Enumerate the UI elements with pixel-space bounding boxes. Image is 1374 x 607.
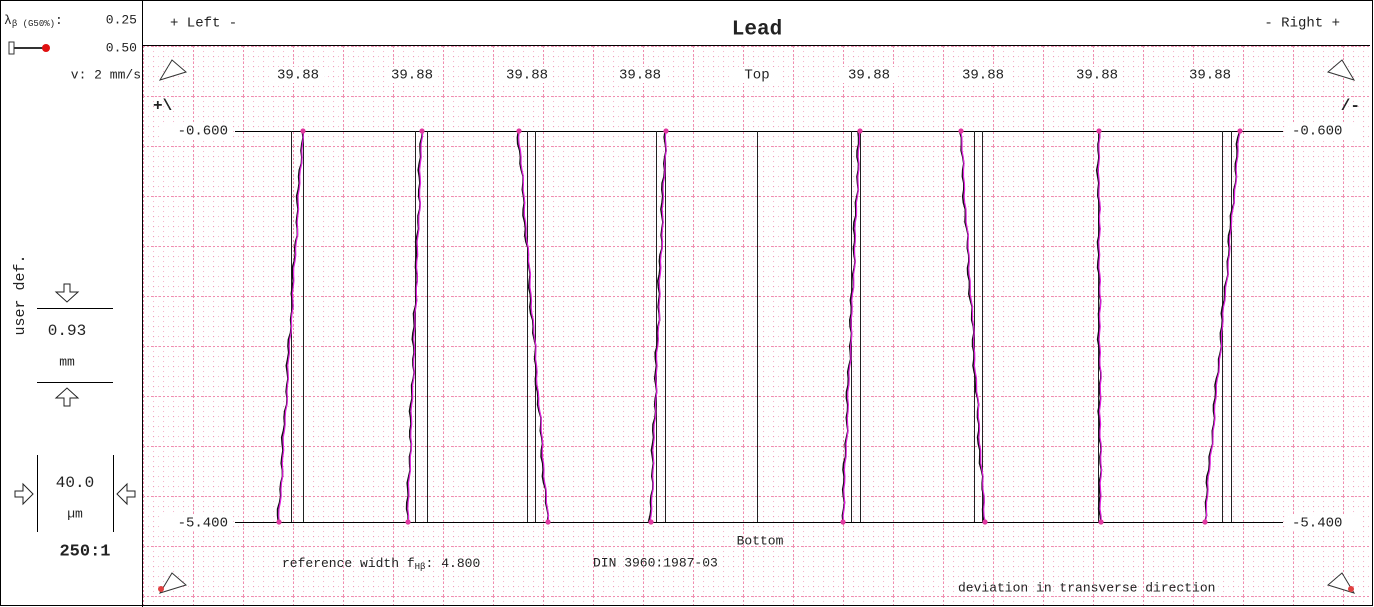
- trace-nominal: [407, 130, 424, 522]
- end-dot: [648, 519, 654, 525]
- label-bg: [1288, 514, 1360, 530]
- column-label: 39.88: [277, 68, 319, 84]
- vertical-label: user def.: [12, 254, 29, 335]
- reference-width: reference width fHβ: 4.800: [282, 556, 480, 572]
- label-bg: [731, 67, 783, 83]
- corner-icons: [158, 59, 1356, 594]
- label-bg: [1184, 67, 1236, 83]
- trace-nominal: [842, 130, 861, 523]
- scale: 250:1: [59, 542, 110, 561]
- end-dot: [516, 128, 522, 134]
- traces: [276, 128, 1243, 525]
- column-label: 39.88: [619, 68, 661, 84]
- end-dot: [545, 519, 551, 525]
- speed: v: 2 mm/s: [71, 67, 141, 82]
- grid-major: [143, 46, 1370, 605]
- end-dot: [1098, 519, 1104, 525]
- label-bg: [1288, 123, 1360, 139]
- top-value-right: -0.600: [1292, 124, 1342, 140]
- length-value: 0.93: [48, 322, 86, 340]
- end-dot: [419, 128, 425, 134]
- column-label: 39.88: [962, 68, 1004, 84]
- filter-suffix: :: [55, 13, 63, 28]
- bottom-value-left: -5.400: [178, 516, 228, 532]
- top-value-left: -0.600: [178, 124, 228, 140]
- end-dot: [1237, 128, 1243, 134]
- end-dot: [276, 519, 282, 525]
- end-dot: [1202, 519, 1208, 525]
- end-dot: [405, 519, 411, 525]
- arrow-down: [54, 283, 80, 303]
- left-sign: +\: [153, 97, 172, 115]
- note: deviation in transverse direction: [958, 580, 1215, 595]
- trace-nominal: [518, 130, 550, 523]
- length-unit: mm: [59, 354, 75, 369]
- bottom-value-right: -5.400: [1292, 516, 1342, 532]
- label-bg: [160, 123, 232, 139]
- trace-nominal: [960, 130, 986, 523]
- standard: DIN 3960:1987-03: [593, 555, 718, 570]
- trace-nominal: [649, 130, 667, 523]
- arrow-right: [14, 482, 34, 506]
- column-label: Top: [744, 68, 769, 84]
- trace-nominal: [1204, 130, 1241, 523]
- bottom-label: Bottom: [737, 533, 784, 548]
- end-dot: [840, 519, 846, 525]
- column-label: 39.88: [848, 68, 890, 84]
- arrow-left: [116, 482, 136, 506]
- column-label: 39.88: [391, 68, 433, 84]
- label-bg: [614, 67, 666, 83]
- stylus-icon: [8, 41, 50, 55]
- trace-measured: [405, 130, 424, 523]
- column-label: 39.88: [506, 68, 548, 84]
- label-bg: [386, 67, 438, 83]
- left-label: + Left -: [170, 16, 237, 32]
- label-bg: [843, 67, 895, 83]
- width-unit: µm: [67, 506, 83, 521]
- width-value: 40.0: [56, 474, 94, 492]
- column-label: 39.88: [1076, 68, 1118, 84]
- trace-nominal: [278, 130, 305, 523]
- filter-sub: β (G50%): [12, 19, 55, 29]
- label-bg: [1071, 67, 1123, 83]
- corner-dots: [158, 586, 1354, 592]
- end-dot: [857, 128, 863, 134]
- column-label: 39.88: [1189, 68, 1231, 84]
- ref-sub: Hβ: [415, 562, 426, 572]
- label-bg: [957, 67, 1009, 83]
- trace-measured: [647, 130, 667, 523]
- ref-suffix: :: [425, 556, 433, 571]
- end-dot: [300, 128, 306, 134]
- title: Lead: [732, 19, 782, 42]
- trace-nominal: [1097, 131, 1103, 523]
- end-dot: [1096, 128, 1102, 134]
- right-sign: /-: [1341, 97, 1360, 115]
- filter-label: λβ (G50%):: [4, 13, 63, 29]
- right-label: - Right +: [1264, 16, 1340, 32]
- filter-value: 0.25: [106, 12, 137, 27]
- end-dot: [958, 128, 964, 134]
- tip-value: 0.50: [106, 40, 137, 55]
- label-bg: [272, 67, 324, 83]
- ref-value: 4.800: [441, 556, 480, 571]
- filter-symbol: λ: [4, 13, 12, 28]
- arrow-up: [54, 387, 80, 407]
- label-bg: [160, 514, 232, 530]
- end-dot: [982, 519, 988, 525]
- end-dot: [663, 128, 669, 134]
- ref-label: reference width f: [282, 556, 415, 571]
- label-bg: [501, 67, 553, 83]
